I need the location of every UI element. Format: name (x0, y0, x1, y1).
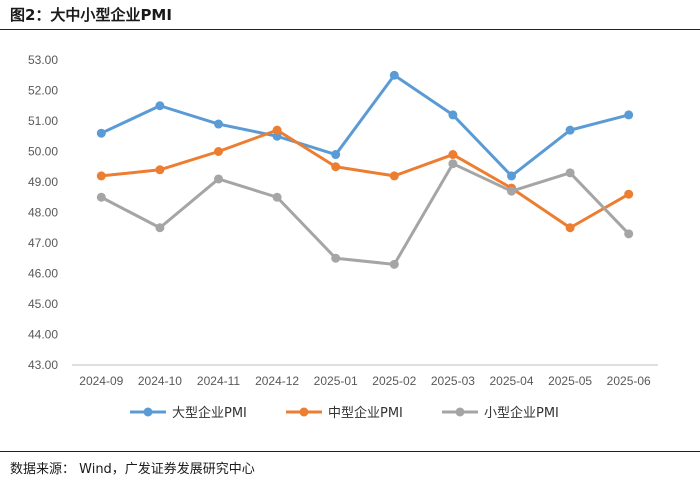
x-tick-label: 2025-03 (431, 374, 475, 388)
data-point (389, 259, 399, 269)
series-1 (96, 70, 634, 181)
x-tick-label: 2024-11 (197, 374, 240, 388)
y-tick-label: 50.00 (28, 145, 58, 159)
footer-rule (0, 451, 700, 452)
x-tick-label: 2025-06 (607, 374, 651, 388)
y-tick-label: 47.00 (28, 236, 58, 250)
source-note: 数据来源： Wind，广发证券发展研究中心 (10, 462, 255, 477)
data-point (155, 101, 165, 111)
data-point (96, 192, 106, 202)
data-point (155, 165, 165, 175)
y-tick-label: 53.00 (28, 53, 58, 67)
data-point (331, 162, 341, 172)
x-tick-label: 2024-10 (138, 374, 182, 388)
series-line (100, 73, 630, 178)
y-axis-ticks: 43.00 44.00 45.00 46.00 47.00 48.00 49.00 50.00… (28, 53, 58, 372)
series-lines (96, 70, 634, 269)
x-tick-label: 2025-01 (314, 374, 358, 388)
data-point (214, 174, 223, 184)
data-point (331, 150, 341, 160)
x-tick-label: 2024-12 (255, 374, 299, 388)
data-point (507, 186, 516, 196)
data-point (96, 128, 106, 138)
y-tick-label: 48.00 (28, 206, 58, 220)
data-point (214, 119, 223, 129)
data-point (272, 125, 282, 135)
x-tick-label: 2024-09 (79, 374, 123, 388)
data-point (507, 171, 516, 181)
legend-item: 大型企业PMI (130, 405, 247, 421)
y-tick-label: 52.00 (28, 84, 58, 98)
legend-label: 大型企业PMI (172, 405, 247, 421)
data-point (389, 171, 399, 181)
data-point (448, 110, 458, 120)
legend-label: 小型企业PMI (484, 405, 559, 421)
title-rule (0, 29, 700, 30)
data-point (214, 147, 223, 156)
data-point (331, 253, 341, 263)
data-point (565, 223, 575, 233)
data-point (155, 223, 165, 233)
y-tick-label: 45.00 (28, 297, 58, 311)
x-tick-label: 2025-02 (372, 374, 416, 388)
y-tick-label: 43.00 (28, 358, 58, 372)
x-axis-ticks: 2024-09 2024-10 2024-11 2024-12 2025-01 2025-… (79, 374, 651, 388)
legend-item: 中型企业PMI (286, 405, 403, 421)
series-line (100, 162, 630, 266)
data-point (565, 168, 575, 178)
data-point (389, 70, 399, 80)
data-point (272, 192, 282, 202)
legend-item: 小型企业PMI (442, 405, 559, 421)
data-point (565, 125, 575, 135)
y-tick-label: 44.00 (28, 328, 58, 342)
data-point (96, 171, 106, 181)
legend-swatch-marker (299, 407, 309, 417)
y-tick-label: 51.00 (28, 114, 58, 128)
x-tick-label: 2025-04 (489, 374, 533, 388)
data-point (624, 110, 634, 120)
chart-title: 图2：大中小型企业PMI (10, 6, 172, 24)
data-point (448, 150, 458, 160)
x-tick-label: 2025-05 (548, 374, 592, 388)
y-tick-label: 49.00 (28, 175, 58, 189)
data-point (448, 159, 458, 169)
data-point (624, 189, 634, 199)
series-3 (96, 159, 634, 269)
series-2 (96, 125, 634, 233)
y-tick-label: 46.00 (28, 267, 58, 281)
legend-swatch-marker (143, 407, 153, 417)
data-point (624, 229, 634, 239)
legend-swatch-marker (455, 407, 465, 417)
legend: 大型企业PMI 中型企业PMI 小型企业PMI (130, 405, 559, 421)
series-line (101, 128, 630, 230)
pmi-line-chart: 43.00 44.00 45.00 46.00 47.00 48.00 49.00 50.00… (28, 53, 658, 421)
legend-label: 中型企业PMI (328, 405, 403, 421)
